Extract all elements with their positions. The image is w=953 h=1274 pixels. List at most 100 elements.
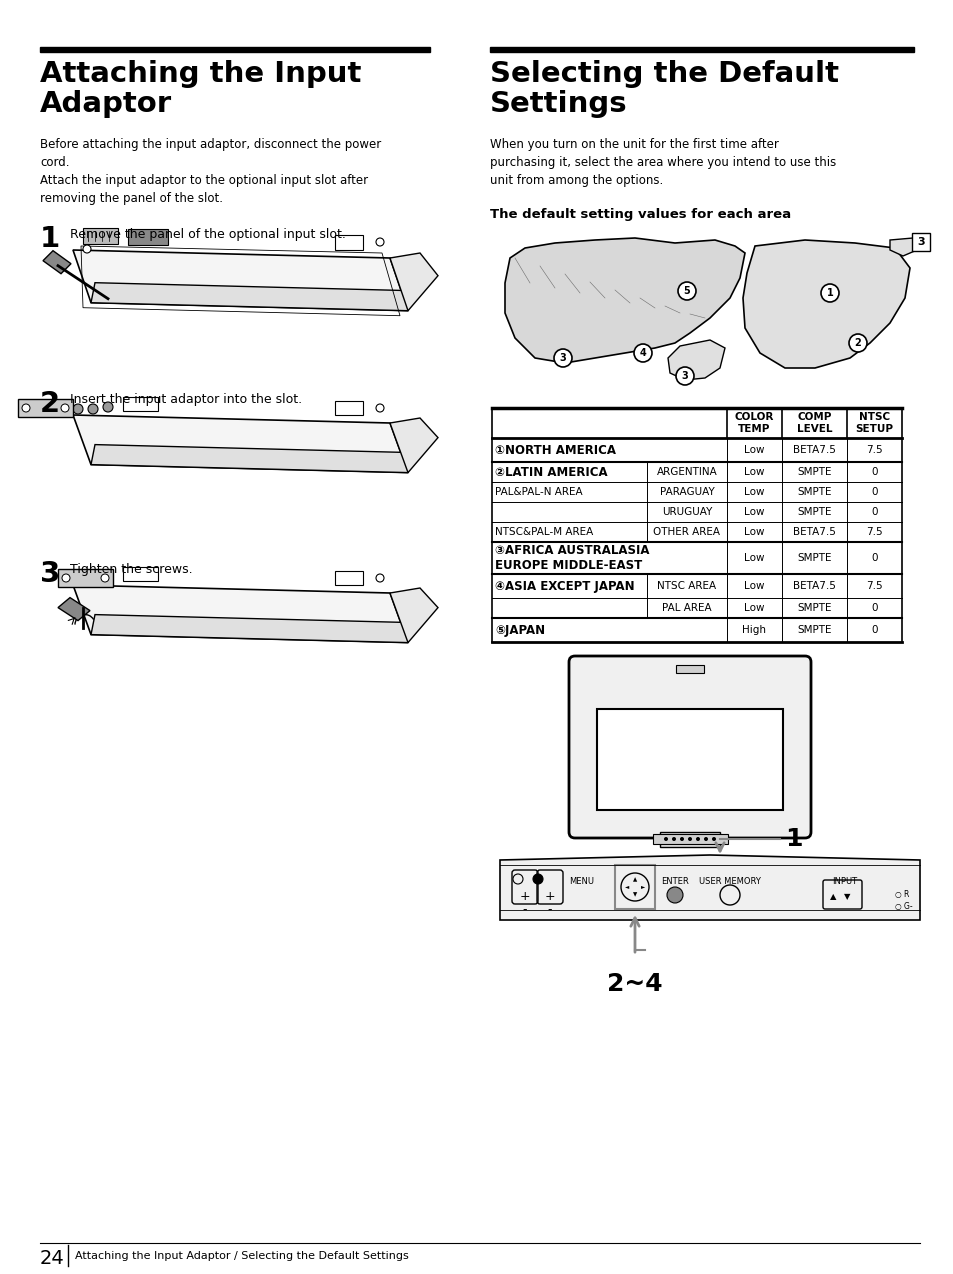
Text: COLOR
TEMP: COLOR TEMP [734,413,774,434]
Polygon shape [43,251,71,274]
Circle shape [678,282,696,299]
Circle shape [73,575,83,583]
Text: The default setting values for each area: The default setting values for each area [490,208,790,220]
Text: ⑤JAPAN: ⑤JAPAN [495,623,544,637]
Circle shape [103,572,112,582]
Text: URUGUAY: URUGUAY [661,507,712,517]
Text: 1: 1 [784,827,801,851]
Text: COMP
LEVEL: COMP LEVEL [796,413,831,434]
Circle shape [554,349,572,367]
Text: PAL&PAL-N AREA: PAL&PAL-N AREA [495,487,582,497]
Text: When you turn on the unit for the first time after
purchasing it, select the are: When you turn on the unit for the first … [490,138,836,187]
Bar [83,228,118,245]
Text: NTSC AREA: NTSC AREA [657,581,716,591]
Polygon shape [390,254,437,311]
Circle shape [375,238,384,246]
Text: NTSC
SETUP: NTSC SETUP [855,413,893,434]
Bar [18,399,73,417]
Circle shape [703,837,707,841]
Text: Low: Low [743,581,764,591]
Bar [652,834,727,843]
Polygon shape [390,589,437,642]
Text: PARAGUAY: PARAGUAY [659,487,714,497]
Circle shape [679,837,683,841]
Text: 0: 0 [870,603,877,613]
Text: ○ G-: ○ G- [894,902,912,911]
Circle shape [88,575,98,583]
Bar [659,832,720,847]
Circle shape [83,245,91,254]
Polygon shape [58,598,90,620]
Polygon shape [889,238,916,256]
Text: 1: 1 [825,288,833,298]
Bar [490,47,913,52]
Text: Low: Low [743,487,764,497]
Text: Insert the input adaptor into the slot.: Insert the input adaptor into the slot. [70,392,302,406]
Bar [335,571,363,585]
Text: ▲: ▲ [632,877,637,882]
Circle shape [687,837,691,841]
Polygon shape [73,250,408,311]
Text: 2~4: 2~4 [606,972,662,996]
Text: Low: Low [743,445,764,455]
Text: 7.5: 7.5 [865,445,882,455]
Text: 0: 0 [870,553,877,563]
Circle shape [101,575,109,582]
Text: SMPTE: SMPTE [797,553,831,563]
Text: ENTER: ENTER [660,877,688,885]
Text: SMPTE: SMPTE [797,507,831,517]
Circle shape [848,334,866,352]
Circle shape [671,837,676,841]
Circle shape [634,344,651,362]
Circle shape [103,403,112,412]
Bar [123,397,158,412]
Polygon shape [499,855,919,920]
FancyBboxPatch shape [568,656,810,838]
Text: BETA7.5: BETA7.5 [792,445,835,455]
Text: Before attaching the input adaptor, disconnect the power
cord.
Attach the input : Before attaching the input adaptor, disc… [40,138,381,205]
Polygon shape [73,585,408,642]
Text: High: High [741,626,765,634]
Text: ①NORTH AMERICA: ①NORTH AMERICA [495,443,616,456]
Text: 2: 2 [854,338,861,348]
Text: Low: Low [743,553,764,563]
Text: ►: ► [639,884,644,889]
Text: -: - [522,903,527,916]
Bar [911,233,929,251]
Text: OTHER AREA: OTHER AREA [653,527,720,538]
Circle shape [22,404,30,412]
Text: ◄: ◄ [624,884,629,889]
Text: Low: Low [743,603,764,613]
Text: 24: 24 [40,1249,65,1268]
Text: ARGENTINA: ARGENTINA [656,468,717,476]
Text: 0: 0 [870,487,877,497]
Text: 3: 3 [40,561,60,589]
Text: BETA7.5: BETA7.5 [792,527,835,538]
Text: -: - [547,903,552,916]
Text: 2: 2 [40,390,60,418]
Polygon shape [742,240,909,368]
Text: ▼: ▼ [842,893,849,902]
Circle shape [696,837,700,841]
Circle shape [375,575,384,582]
Text: Low: Low [743,468,764,476]
Bar [335,401,363,415]
Circle shape [821,284,838,302]
Polygon shape [667,340,724,380]
Circle shape [73,404,83,414]
Text: 4: 4 [639,348,646,358]
Text: 7.5: 7.5 [865,527,882,538]
Text: INPUT: INPUT [832,877,857,885]
Text: SMPTE: SMPTE [797,626,831,634]
Text: +: + [519,891,530,903]
Polygon shape [504,238,744,363]
Bar [335,234,363,250]
Bar [58,569,112,587]
Polygon shape [91,614,412,642]
Polygon shape [91,283,412,311]
Text: Low: Low [743,527,764,538]
Text: ▼: ▼ [632,892,637,897]
Text: +: + [544,891,555,903]
Circle shape [666,887,682,903]
Text: Attaching the Input Adaptor / Selecting the Default Settings: Attaching the Input Adaptor / Selecting … [75,1251,408,1261]
